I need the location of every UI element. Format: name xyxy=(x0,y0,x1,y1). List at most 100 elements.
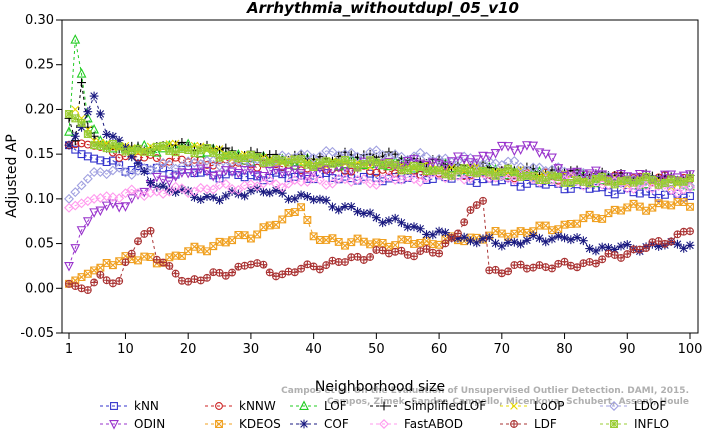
data-point xyxy=(151,172,162,183)
data-point xyxy=(208,171,219,182)
data-point xyxy=(215,145,224,153)
data-point xyxy=(164,159,175,170)
data-point xyxy=(190,192,199,202)
data-point xyxy=(403,251,412,259)
data-point xyxy=(685,240,695,250)
data-point xyxy=(391,247,400,256)
data-point xyxy=(308,173,319,184)
data-point xyxy=(126,194,137,204)
data-point xyxy=(453,229,462,238)
data-point xyxy=(427,158,438,168)
x-axis: 1 10 20 30 40 50 60 70 80 90 100 xyxy=(65,333,702,357)
data-point xyxy=(134,237,142,246)
data-point xyxy=(548,264,556,273)
data-point xyxy=(152,142,161,151)
y-tick-label: 0.25 xyxy=(25,58,54,73)
data-point xyxy=(341,241,349,250)
data-point xyxy=(365,208,375,218)
series-ldf xyxy=(65,196,694,294)
data-point xyxy=(271,179,281,190)
data-point xyxy=(101,191,112,202)
data-point xyxy=(384,216,394,226)
data-point xyxy=(340,202,350,211)
x-tick-label: 70 xyxy=(494,342,511,357)
data-point xyxy=(64,126,74,136)
data-point xyxy=(202,184,212,195)
data-point xyxy=(265,158,274,167)
data-point xyxy=(672,188,683,199)
data-point xyxy=(435,249,444,258)
x-tick-label: 60 xyxy=(431,342,448,357)
data-point xyxy=(220,166,231,176)
data-point xyxy=(302,149,313,160)
data-point xyxy=(259,187,268,197)
y-tick-label: 0.05 xyxy=(25,237,54,252)
data-point xyxy=(259,260,268,269)
y-axis: -0.05 0.00 0.05 0.10 0.15 0.20 0.25 0.30 xyxy=(20,13,62,341)
data-point xyxy=(290,268,299,277)
data-point xyxy=(264,166,275,177)
data-point xyxy=(195,182,206,193)
legend-label: LDOF xyxy=(634,399,666,413)
data-point xyxy=(227,187,237,196)
data-point xyxy=(422,230,431,239)
data-point xyxy=(133,158,143,168)
x-tick-label: 40 xyxy=(305,342,322,357)
data-point xyxy=(283,178,294,189)
data-point xyxy=(158,181,168,191)
legend-marker xyxy=(299,400,309,410)
legend-item: LDOF xyxy=(600,399,666,413)
data-point xyxy=(409,155,419,165)
x-tick-label: 20 xyxy=(180,342,197,357)
data-point xyxy=(120,188,131,199)
data-point xyxy=(126,169,137,180)
data-point xyxy=(610,251,619,259)
data-point xyxy=(190,141,199,150)
series-line xyxy=(68,172,691,209)
data-point xyxy=(390,213,400,223)
data-point xyxy=(490,149,501,159)
data-point xyxy=(617,206,625,215)
data-point xyxy=(203,247,211,256)
legend-marker xyxy=(110,402,118,410)
data-point xyxy=(196,195,206,204)
data-point xyxy=(83,286,92,294)
data-point xyxy=(654,180,663,189)
data-point xyxy=(95,167,106,178)
data-point xyxy=(422,245,431,253)
legend: kNN kNNW LOF SimplifiedLOF LoOP LDOF ODIN KDEOS… xyxy=(100,399,669,431)
data-point xyxy=(560,233,569,243)
data-point xyxy=(70,187,81,198)
y-axis-label: Adjusted AP xyxy=(4,134,20,218)
data-point xyxy=(146,148,155,157)
data-point xyxy=(71,105,80,114)
data-point xyxy=(265,268,274,277)
data-point xyxy=(635,176,644,185)
data-point xyxy=(107,192,118,203)
data-point xyxy=(604,249,613,258)
data-point xyxy=(176,183,187,194)
legend-label: ODIN xyxy=(134,417,165,431)
data-point xyxy=(410,252,418,261)
data-point xyxy=(466,236,475,246)
legend-marker xyxy=(609,401,619,411)
data-point xyxy=(102,144,111,153)
data-point xyxy=(82,173,93,184)
data-point xyxy=(165,140,174,148)
data-point xyxy=(623,250,632,258)
data-point xyxy=(466,206,475,214)
data-point xyxy=(472,169,481,178)
data-point xyxy=(151,162,162,173)
data-point xyxy=(322,261,331,269)
data-point xyxy=(290,194,300,204)
data-point xyxy=(465,158,476,168)
data-point xyxy=(402,172,413,182)
data-point xyxy=(315,158,324,167)
data-point xyxy=(152,154,161,162)
data-point xyxy=(102,276,111,285)
data-point xyxy=(598,214,607,223)
data-point xyxy=(365,178,376,189)
data-point xyxy=(616,169,626,180)
data-point xyxy=(396,151,407,162)
legend-item: kNN xyxy=(100,399,159,413)
